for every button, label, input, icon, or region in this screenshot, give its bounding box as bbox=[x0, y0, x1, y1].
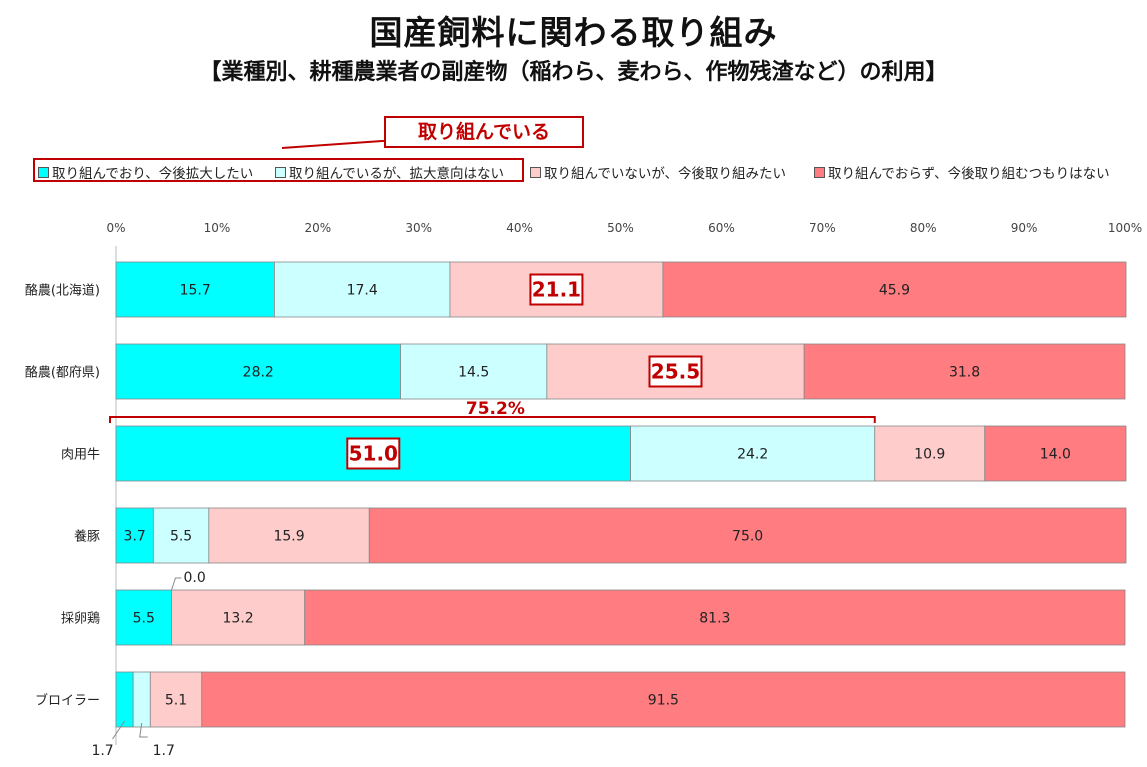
bar-segment bbox=[115, 261, 275, 318]
chart-title: 国産飼料に関わる取り組み bbox=[369, 13, 778, 52]
data-label: 28.2 bbox=[243, 365, 274, 381]
x-tick-label: 10% bbox=[204, 221, 231, 235]
x-tick-label: 40% bbox=[506, 221, 533, 235]
legend-label-no-plan: 取り組んでおらず、今後取り組むつもりはない bbox=[828, 166, 1110, 182]
category-label: 採卵鶏 bbox=[61, 612, 100, 627]
legend-swatch-no-plan bbox=[814, 166, 825, 178]
category-label: ブロイラー bbox=[35, 693, 100, 709]
bracket-line bbox=[109, 416, 876, 423]
bar-segment bbox=[630, 425, 876, 482]
legend-highlight-box bbox=[33, 158, 524, 182]
data-label: 75.0 bbox=[732, 529, 763, 545]
bar-segment bbox=[132, 671, 151, 728]
data-label: 51.0 bbox=[349, 442, 398, 466]
legend-swatch-expand bbox=[38, 166, 49, 178]
category-label: 肉用牛 bbox=[61, 448, 100, 463]
x-tick-label: 70% bbox=[809, 221, 836, 235]
x-tick-label: 60% bbox=[708, 221, 735, 235]
data-label: 3.7 bbox=[124, 529, 146, 545]
data-label: 45.9 bbox=[879, 283, 910, 299]
data-label: 14.0 bbox=[1040, 447, 1071, 463]
category-label: 養豚 bbox=[74, 529, 100, 545]
legend-swatch-no-expand bbox=[275, 166, 286, 178]
data-label: 21.1 bbox=[532, 278, 581, 302]
data-label: 5.5 bbox=[170, 529, 192, 545]
bar-segment bbox=[803, 343, 1126, 400]
bar-segment bbox=[115, 507, 154, 564]
leader-line bbox=[171, 577, 182, 591]
x-tick-label: 50% bbox=[607, 221, 634, 235]
bar-segment bbox=[208, 507, 370, 564]
highlight-box bbox=[346, 437, 401, 470]
x-tick-label: 90% bbox=[1011, 221, 1038, 235]
leader-line bbox=[112, 720, 125, 740]
bar-segment bbox=[171, 589, 306, 646]
data-label: 31.8 bbox=[949, 365, 980, 381]
bar-segment bbox=[201, 671, 1126, 728]
x-tick-label: 0% bbox=[106, 221, 125, 235]
legend-label-no-expand: 取り組んでいるが、拡大意向はない bbox=[289, 166, 505, 182]
legend-item-want-start: 取り組んでいないが、今後取り組みたい bbox=[530, 162, 786, 182]
data-label: 14.5 bbox=[458, 365, 489, 381]
data-label: 1.7 bbox=[91, 743, 113, 759]
bar-segment bbox=[149, 671, 203, 728]
legend-label-want-start: 取り組んでいないが、今後取り組みたい bbox=[544, 166, 787, 182]
data-label: 10.9 bbox=[914, 447, 945, 463]
legend-swatch-want-start bbox=[530, 166, 541, 178]
category-label: 酪農(北海道) bbox=[25, 283, 100, 299]
data-label: 0.0 bbox=[183, 570, 205, 586]
x-tick-label: 80% bbox=[910, 221, 937, 235]
data-label: 91.5 bbox=[648, 693, 679, 709]
highlight-box bbox=[529, 273, 584, 306]
chart-subtitle: 【業種別、耕種農業者の副産物（稲わら、麦わら、作物残渣など）の利用】 bbox=[199, 60, 948, 85]
data-label: 81.3 bbox=[699, 611, 730, 627]
legend-label-expand: 取り組んでおり、今後拡大したい bbox=[52, 166, 254, 182]
callout-box: 取り組んでいる bbox=[384, 116, 584, 148]
bar-segment bbox=[115, 671, 134, 728]
x-tick-label: 20% bbox=[304, 221, 331, 235]
x-tick-label: 30% bbox=[405, 221, 432, 235]
legend-item-no-expand: 取り組んでいるが、拡大意向はない bbox=[275, 162, 504, 182]
data-label: 5.1 bbox=[165, 693, 187, 709]
bar-segment bbox=[984, 425, 1127, 482]
legend: 取り組んでおり、今後拡大したい 取り組んでいるが、拡大意向はない 取り組んでいな… bbox=[33, 158, 1133, 182]
data-label: 15.9 bbox=[273, 529, 304, 545]
bar-segment bbox=[115, 343, 401, 400]
data-label: 17.4 bbox=[347, 283, 378, 299]
data-label: 13.2 bbox=[223, 611, 254, 627]
bar-segment bbox=[304, 589, 1126, 646]
legend-item-no-plan: 取り組んでおらず、今後取り組むつもりはない bbox=[814, 162, 1110, 182]
leader-line bbox=[139, 722, 148, 738]
data-label: 24.2 bbox=[737, 447, 768, 463]
highlight-box bbox=[648, 355, 703, 388]
bar-segment bbox=[274, 261, 451, 318]
bar-segment bbox=[368, 507, 1127, 564]
x-tick-label: 100% bbox=[1108, 221, 1142, 235]
data-label: 15.7 bbox=[180, 283, 211, 299]
category-label: 酪農(都府県) bbox=[25, 365, 100, 381]
bar-segment bbox=[662, 261, 1127, 318]
data-label: 25.5 bbox=[651, 360, 700, 384]
bar-segment bbox=[400, 343, 548, 400]
legend-item-expand: 取り組んでおり、今後拡大したい bbox=[38, 162, 253, 182]
bracket-label: 75.2% bbox=[466, 399, 525, 419]
data-label: 1.7 bbox=[153, 743, 175, 759]
data-label: 5.5 bbox=[133, 611, 155, 627]
